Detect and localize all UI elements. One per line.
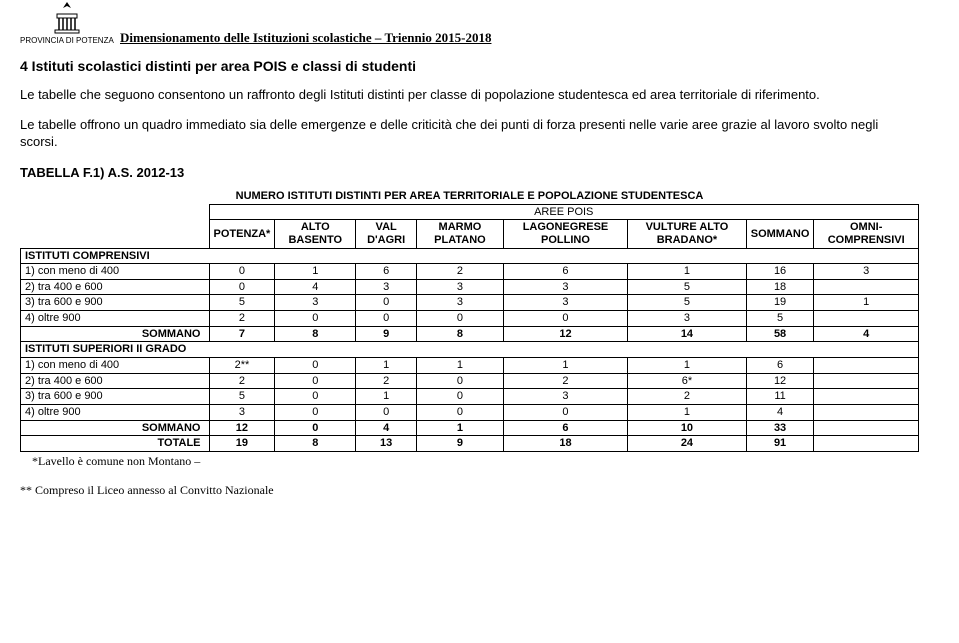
total-row: TOTALE198139182491 — [21, 436, 919, 452]
data-table: AREE POIS POTENZA* ALTO BASENTO VAL D'AG… — [20, 204, 919, 452]
col-marmo-platano: MARMO PLATANO — [417, 220, 504, 248]
logo-caption: PROVINCIA DI POTENZA — [20, 36, 114, 45]
table-row: 3) tra 600 e 900530335191 — [21, 295, 919, 311]
table-row: 4) oltre 9002000035 — [21, 311, 919, 327]
col-alto-basento: ALTO BASENTO — [275, 220, 356, 248]
table-row: 4) oltre 9003000014 — [21, 404, 919, 420]
logo-block: PROVINCIA DI POTENZA — [20, 0, 114, 45]
sum-row: SOMMANO78981214584 — [21, 326, 919, 342]
table-caption: TABELLA F.1) A.S. 2012-13 — [20, 165, 919, 180]
footnote-2: ** Compreso il Liceo annesso al Convitto… — [20, 483, 919, 498]
sum-row: SOMMANO1204161033 — [21, 420, 919, 436]
group-a-header: ISTITUTI COMPRENSIVI — [21, 248, 919, 264]
table-row: 1) con meno di 4002**011116 — [21, 358, 919, 374]
table-row: 2) tra 400 e 600202026*12 — [21, 373, 919, 389]
section-title: 4 Istituti scolastici distinti per area … — [20, 58, 919, 74]
table-row: 3) tra 600 e 90050103211 — [21, 389, 919, 405]
table-row: 1) con meno di 400016261163 — [21, 264, 919, 280]
col-vulture: VULTURE ALTO BRADANO* — [628, 220, 747, 248]
crest-icon — [48, 0, 86, 34]
footnote-1: *Lavello è comune non Montano – — [32, 454, 919, 469]
col-lagonegrese: LAGONEGRESE POLLINO — [503, 220, 627, 248]
col-potenza: POTENZA* — [209, 220, 275, 248]
col-val-dagri: VAL D'AGRI — [356, 220, 417, 248]
col-sommano: SOMMANO — [746, 220, 814, 248]
table-row: 2) tra 400 e 60004333518 — [21, 279, 919, 295]
page-header: Dimensionamento delle Istituzioni scolas… — [120, 30, 919, 46]
col-omni: OMNI-COMPRENSIVI — [814, 220, 919, 248]
paragraph-1: Le tabelle che seguono consentono un raf… — [20, 86, 919, 104]
group-b-header: ISTITUTI SUPERIORI II GRADO — [21, 342, 919, 358]
paragraph-2: Le tabelle offrono un quadro immediato s… — [20, 116, 919, 151]
aree-pois-header: AREE POIS — [209, 204, 919, 220]
table-title: NUMERO ISTITUTI DISTINTI PER AREA TERRIT… — [20, 190, 919, 202]
